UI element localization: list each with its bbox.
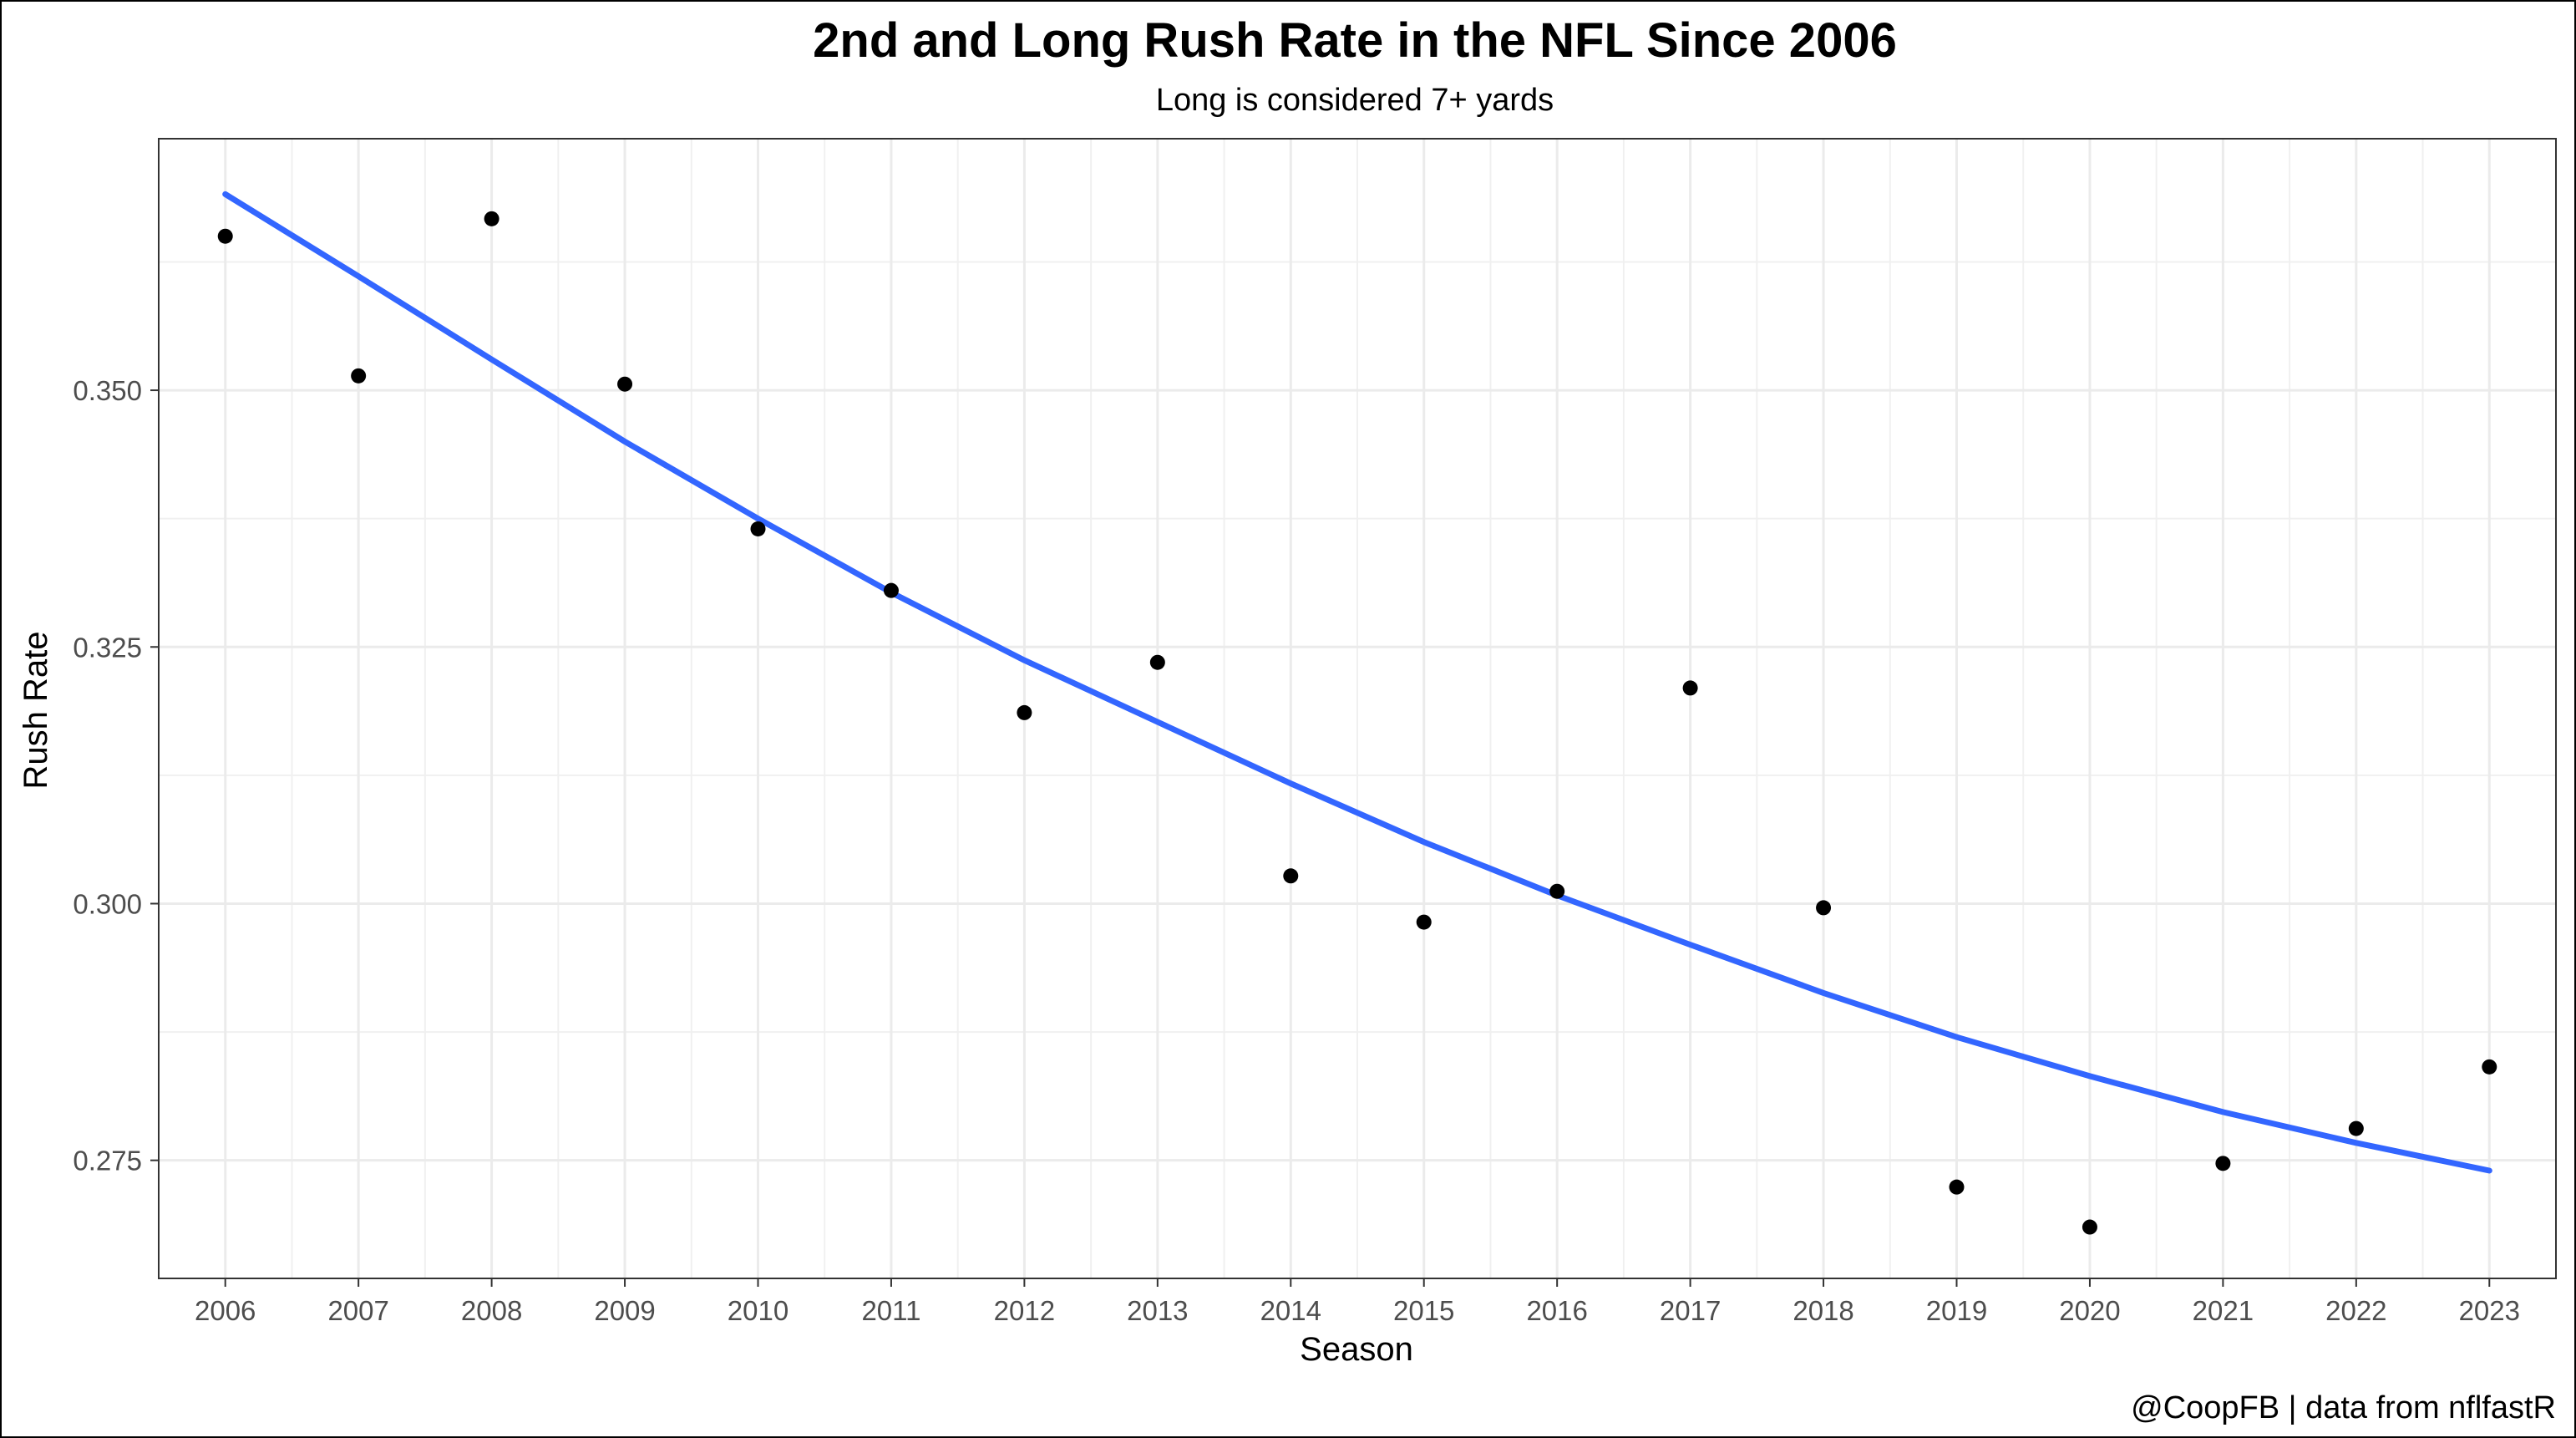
x-tick-label: 2017	[1660, 1295, 1721, 1326]
x-tick-label: 2020	[2059, 1295, 2120, 1326]
x-tick-label: 2015	[1393, 1295, 1454, 1326]
panel-border	[158, 138, 2557, 1279]
data-point	[2482, 1059, 2497, 1075]
x-axis-title: Season	[1300, 1331, 1413, 1368]
data-point	[1549, 883, 1565, 899]
data-point	[351, 368, 367, 384]
x-tick-label: 2022	[2325, 1295, 2386, 1326]
x-tick-label: 2006	[195, 1295, 256, 1326]
chart-caption: @CoopFB | data from nflfastR	[2131, 1390, 2556, 1425]
trend-line-layer	[222, 191, 2492, 1174]
trend-line	[222, 191, 2492, 1174]
x-tick-label: 2011	[861, 1295, 920, 1326]
y-tick-label: 0.300	[73, 888, 142, 919]
data-point	[2348, 1120, 2364, 1136]
data-point	[484, 211, 499, 226]
y-axis-ticks: 0.275 0.300 0.325 0.350	[73, 375, 159, 1176]
x-tick-label: 2014	[1260, 1295, 1321, 1326]
y-tick-label: 0.325	[73, 632, 142, 663]
x-tick-label: 2016	[1526, 1295, 1587, 1326]
y-axis-title: Rush Rate	[18, 632, 54, 790]
x-tick-label: 2009	[594, 1295, 655, 1326]
chart-title: 2nd and Long Rush Rate in the NFL Since …	[813, 13, 1897, 68]
data-point	[1416, 914, 1432, 930]
x-tick-label: 2010	[728, 1295, 789, 1326]
y-tick-label: 0.275	[73, 1146, 142, 1176]
x-tick-label: 2019	[1926, 1295, 1987, 1326]
data-point	[1682, 680, 1698, 696]
x-tick-label: 2013	[1127, 1295, 1188, 1326]
x-tick-label: 2012	[994, 1295, 1055, 1326]
x-tick-label: 2023	[2459, 1295, 2520, 1326]
chart-subtitle: Long is considered 7+ yards	[1156, 83, 1554, 118]
data-points-layer	[217, 211, 2497, 1235]
data-point	[1816, 900, 1832, 916]
x-tick-label: 2018	[1793, 1295, 1853, 1326]
x-tick-label: 2021	[2193, 1295, 2254, 1326]
data-point	[2082, 1219, 2097, 1235]
x-tick-label: 2008	[461, 1295, 522, 1326]
data-point	[617, 376, 633, 392]
data-point	[750, 521, 766, 536]
data-point	[217, 228, 233, 244]
data-point	[2215, 1156, 2231, 1171]
data-point	[1283, 868, 1299, 884]
x-tick-label: 2007	[327, 1295, 388, 1326]
data-point	[883, 582, 899, 598]
data-point	[1949, 1179, 1965, 1195]
y-tick-label: 0.350	[73, 375, 142, 406]
data-point	[1149, 654, 1165, 670]
x-axis-ticks: 2006 2007 2008 2009 2010 2011 2012 2013 2014 2015…	[195, 1278, 2520, 1326]
data-point	[1017, 704, 1032, 720]
